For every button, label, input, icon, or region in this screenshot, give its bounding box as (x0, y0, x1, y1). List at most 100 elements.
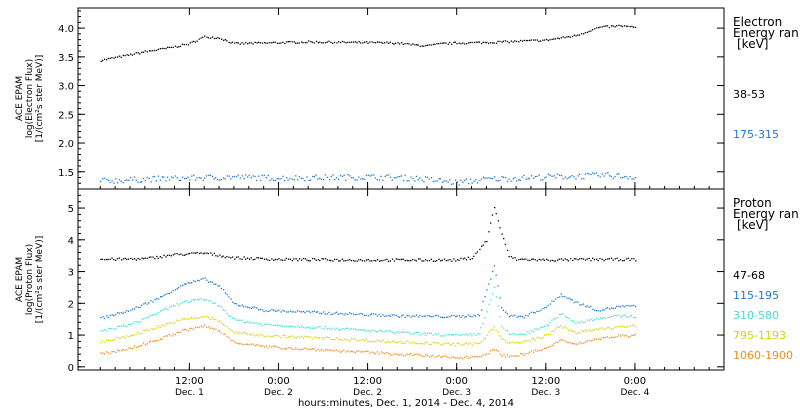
proton-data-point (428, 259, 431, 262)
electron-data-point (233, 175, 236, 178)
electron-data-point (360, 178, 362, 180)
proton-data-point (453, 314, 455, 317)
proton-data-point (547, 346, 549, 348)
electron-data-point (510, 40, 512, 42)
proton-data-point (566, 327, 568, 329)
electron-data-point (267, 174, 269, 177)
electron-data-point (533, 177, 535, 179)
proton-data-point (291, 335, 293, 337)
proton-data-point (209, 300, 212, 302)
proton-data-point (178, 331, 180, 334)
proton-data-point (557, 341, 559, 343)
electron-data-point (295, 175, 297, 177)
proton-data-point (606, 336, 609, 338)
proton-data-point (185, 253, 187, 256)
proton-data-point (153, 328, 156, 330)
proton-data-point (111, 257, 113, 259)
proton-data-point (365, 338, 367, 340)
electron-data-point (211, 175, 214, 178)
proton-data-point (393, 340, 395, 342)
electron-data-point (386, 41, 388, 43)
proton-data-point (386, 315, 388, 317)
proton-data-point (570, 257, 572, 260)
proton-data-point (124, 349, 126, 352)
proton-data-point (150, 300, 152, 302)
proton-data-point (299, 336, 301, 339)
proton-data-point (352, 338, 355, 340)
proton-legend-item: 795-1193 (733, 329, 786, 342)
proton-data-point (465, 259, 468, 261)
proton-data-point (380, 341, 382, 343)
proton-data-point (577, 321, 579, 323)
proton-data-point (144, 302, 146, 304)
electron-data-point (553, 38, 555, 40)
proton-data-point (456, 259, 459, 261)
proton-data-point (415, 353, 417, 355)
proton-data-point (599, 317, 601, 319)
proton-data-point (295, 311, 297, 313)
proton-data-point (538, 258, 540, 261)
proton-data-point (499, 353, 501, 355)
proton-data-point (447, 342, 449, 344)
proton-data-point (134, 258, 136, 260)
proton-data-point (484, 241, 486, 243)
proton-data-point (423, 356, 425, 358)
proton-data-point (113, 350, 115, 353)
proton-data-point (367, 315, 369, 317)
electron-data-point (319, 41, 321, 43)
proton-data-point (564, 295, 566, 298)
proton-data-point (302, 348, 304, 350)
electron-data-point (362, 178, 364, 180)
proton-data-point (126, 325, 128, 328)
proton-data-point (488, 303, 490, 305)
proton-data-point (582, 321, 585, 324)
proton-data-point (595, 310, 598, 312)
proton-data-point (237, 319, 239, 321)
proton-data-point (547, 325, 550, 327)
proton-data-point (352, 351, 354, 353)
proton-data-point (516, 334, 518, 336)
proton-data-point (395, 353, 397, 355)
proton-data-point (464, 343, 466, 345)
electron-data-point (114, 56, 117, 58)
proton-data-point (308, 348, 310, 351)
proton-data-point (302, 257, 305, 260)
electron-data-point (256, 179, 258, 182)
proton-data-point (239, 319, 241, 321)
electron-data-point (397, 42, 399, 44)
proton-data-point (265, 323, 267, 325)
proton-data-point (293, 325, 295, 328)
proton-data-point (609, 337, 611, 339)
proton-data-point (350, 313, 352, 315)
proton-data-point (501, 233, 503, 235)
proton-data-point (239, 258, 241, 260)
electron-data-point (296, 42, 299, 44)
proton-data-point (625, 305, 627, 307)
proton-data-point (326, 336, 329, 338)
proton-data-point (627, 304, 629, 307)
electron-data-point (231, 41, 234, 43)
x-axis-title: hours:minutes, Dec. 1, 2014 - Dec. 4, 20… (298, 398, 514, 409)
proton-data-point (575, 332, 577, 334)
proton-data-point (492, 270, 494, 273)
electron-data-point (610, 175, 612, 178)
electron-data-point (369, 41, 371, 43)
electron-data-point (410, 176, 412, 178)
electron-ytick-label: 3.5 (58, 53, 74, 64)
proton-data-point (337, 313, 339, 315)
proton-data-point (406, 259, 408, 262)
electron-data-point (538, 174, 540, 176)
electron-data-point (146, 51, 148, 53)
proton-data-point (220, 287, 223, 290)
proton-data-point (362, 338, 364, 341)
electron-data-point (475, 41, 477, 43)
proton-data-point (269, 323, 271, 326)
electron-data-point (239, 43, 241, 45)
proton-data-point (397, 258, 399, 260)
electron-data-point (460, 43, 462, 45)
proton-data-point (163, 308, 165, 311)
electron-data-point (181, 176, 184, 178)
electron-data-point (400, 175, 402, 177)
proton-legend-title: Proton (733, 196, 772, 210)
proton-data-point (239, 331, 241, 334)
